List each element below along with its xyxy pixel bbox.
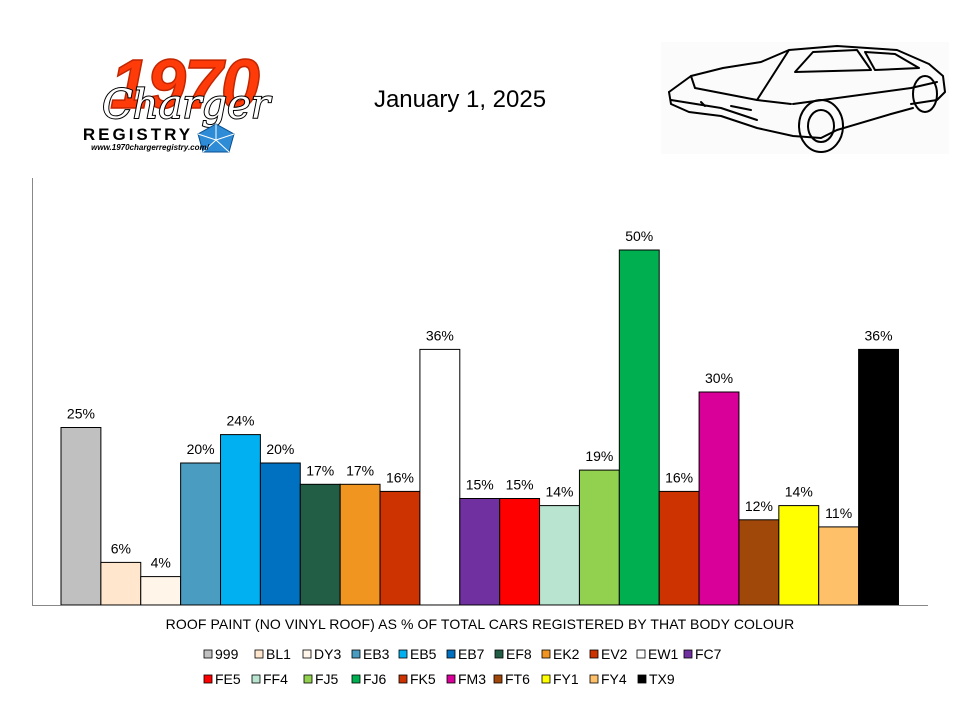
bar-bl1	[100, 561, 142, 606]
x-axis-title: ROOF PAINT (NO VINYL ROOF) AS % OF TOTAL…	[165, 616, 795, 632]
bar-ek2	[339, 483, 381, 606]
bar-eb7	[259, 462, 301, 606]
data-label-999: 25%	[67, 406, 95, 422]
data-label-ef8: 17%	[306, 462, 334, 478]
legend-label-ek2: EK2	[553, 646, 580, 662]
bar-fc7	[459, 498, 501, 606]
data-label-eb5: 24%	[226, 413, 254, 429]
logo-script: Charger	[102, 82, 273, 128]
legend-label-dy3: DY3	[314, 646, 341, 662]
legend-label-eb3: EB3	[363, 646, 390, 662]
data-label-ek2: 17%	[346, 462, 374, 478]
data-label-ft6: 12%	[745, 498, 773, 514]
legend-swatch-dy3	[302, 649, 312, 659]
legend-swatch-fc7	[683, 649, 693, 659]
legend-swatch-ek2	[541, 649, 551, 659]
data-label-ew1: 36%	[426, 327, 454, 343]
bar-fy1	[778, 505, 820, 606]
data-label-tx9: 36%	[865, 327, 893, 343]
legend-label-fy1: FY1	[553, 671, 579, 687]
legend-swatch-ef8	[494, 649, 504, 659]
bars	[60, 249, 899, 606]
bar-ft6	[738, 519, 780, 606]
legend-label-ef8: EF8	[506, 646, 532, 662]
data-label-fy4: 11%	[825, 505, 852, 521]
legend-swatch-ew1	[636, 649, 646, 659]
chart-date: January 1, 2025	[373, 86, 547, 113]
legend-swatch-fe5	[203, 674, 213, 684]
legend-label-999: 999	[215, 646, 239, 662]
legend-swatch-fj6	[351, 674, 361, 684]
legend-label-fc7: FC7	[695, 646, 722, 662]
legend-label-fj5: FJ5	[315, 671, 339, 687]
legend-label-ew1: EW1	[648, 646, 679, 662]
legend-swatch-fm3	[446, 674, 456, 684]
bar-fj6	[618, 249, 660, 606]
data-label-ff4: 14%	[545, 484, 573, 500]
bar-ff4	[539, 505, 580, 606]
legend-swatch-eb5	[398, 649, 408, 659]
legend-swatch-fy1	[541, 674, 551, 684]
legend-swatch-eb3	[351, 649, 361, 659]
bar-fm3	[698, 391, 740, 606]
data-label-bl1: 6%	[111, 540, 131, 556]
legend: 999 BL1 DY3 EB3 EB5 EB7 EF8 EK2 EV2 EW1 FC7 FE5 FF4 F…	[203, 646, 722, 687]
legend-label-eb5: EB5	[410, 646, 437, 662]
bar-eb3	[180, 462, 222, 606]
bar-ef8	[299, 483, 341, 606]
legend-label-bl1: BL1	[266, 646, 291, 662]
legend-swatch-tx9	[637, 674, 647, 684]
legend-swatch-fy4	[589, 674, 599, 684]
legend-label-tx9: TX9	[649, 671, 675, 687]
legend-label-ev2: EV2	[601, 646, 628, 662]
data-label-dy3: 4%	[151, 555, 171, 571]
legend-swatch-ff4	[251, 674, 261, 684]
data-label-fj6: 50%	[625, 228, 653, 244]
legend-swatch-999	[203, 649, 213, 659]
bar-fj5	[578, 469, 620, 606]
bar-fe5	[499, 498, 541, 606]
data-label-eb3: 20%	[187, 441, 215, 457]
legend-swatch-eb7	[446, 649, 456, 659]
registry-logo: 1970 Charger REGISTRY www.1970chargerreg…	[83, 52, 274, 153]
data-labels: 25% 6% 4% 20% 24% 20% 17% 17% 16% 36% 15% 15% 14% 19%…	[67, 228, 893, 571]
car-drawing	[668, 45, 946, 153]
legend-swatch-ev2	[589, 649, 599, 659]
bar-ev2	[379, 490, 421, 606]
data-label-ev2: 16%	[386, 469, 414, 485]
legend-label-fj6: FJ6	[363, 671, 387, 687]
legend-label-ft6: FT6	[505, 671, 530, 687]
car-illustration	[661, 42, 949, 154]
legend-swatch-fj5	[303, 674, 313, 684]
data-label-eb7: 20%	[266, 441, 294, 457]
data-label-fc7: 15%	[466, 477, 494, 493]
bar-tx9	[858, 348, 899, 606]
legend-label-fm3: FM3	[458, 671, 486, 687]
legend-label-fy4: FY4	[601, 671, 627, 687]
bar-dy3	[140, 576, 182, 606]
legend-label-fk5: FK5	[410, 671, 436, 687]
bar-fk5	[658, 490, 700, 606]
legend-label-fe5: FE5	[215, 671, 241, 687]
bar-999	[60, 427, 102, 606]
legend-label-eb7: EB7	[458, 646, 485, 662]
legend-swatch-bl1	[254, 649, 264, 659]
data-label-fy1: 14%	[785, 484, 813, 500]
data-label-fj5: 19%	[585, 448, 613, 464]
data-label-fk5: 16%	[665, 469, 693, 485]
data-label-fm3: 30%	[705, 370, 733, 386]
bar-eb5	[220, 434, 261, 606]
legend-swatch-ft6	[493, 674, 503, 684]
data-label-fe5: 15%	[506, 477, 534, 493]
legend-swatch-fk5	[398, 674, 408, 684]
bar-fy4	[818, 526, 860, 606]
logo-year: 1970	[110, 52, 260, 123]
bar-ew1	[419, 348, 461, 606]
legend-label-ff4: FF4	[263, 671, 288, 687]
logo-registry: REGISTRY	[83, 125, 193, 144]
logo-url: www.1970chargerregistry.com/	[91, 143, 209, 152]
